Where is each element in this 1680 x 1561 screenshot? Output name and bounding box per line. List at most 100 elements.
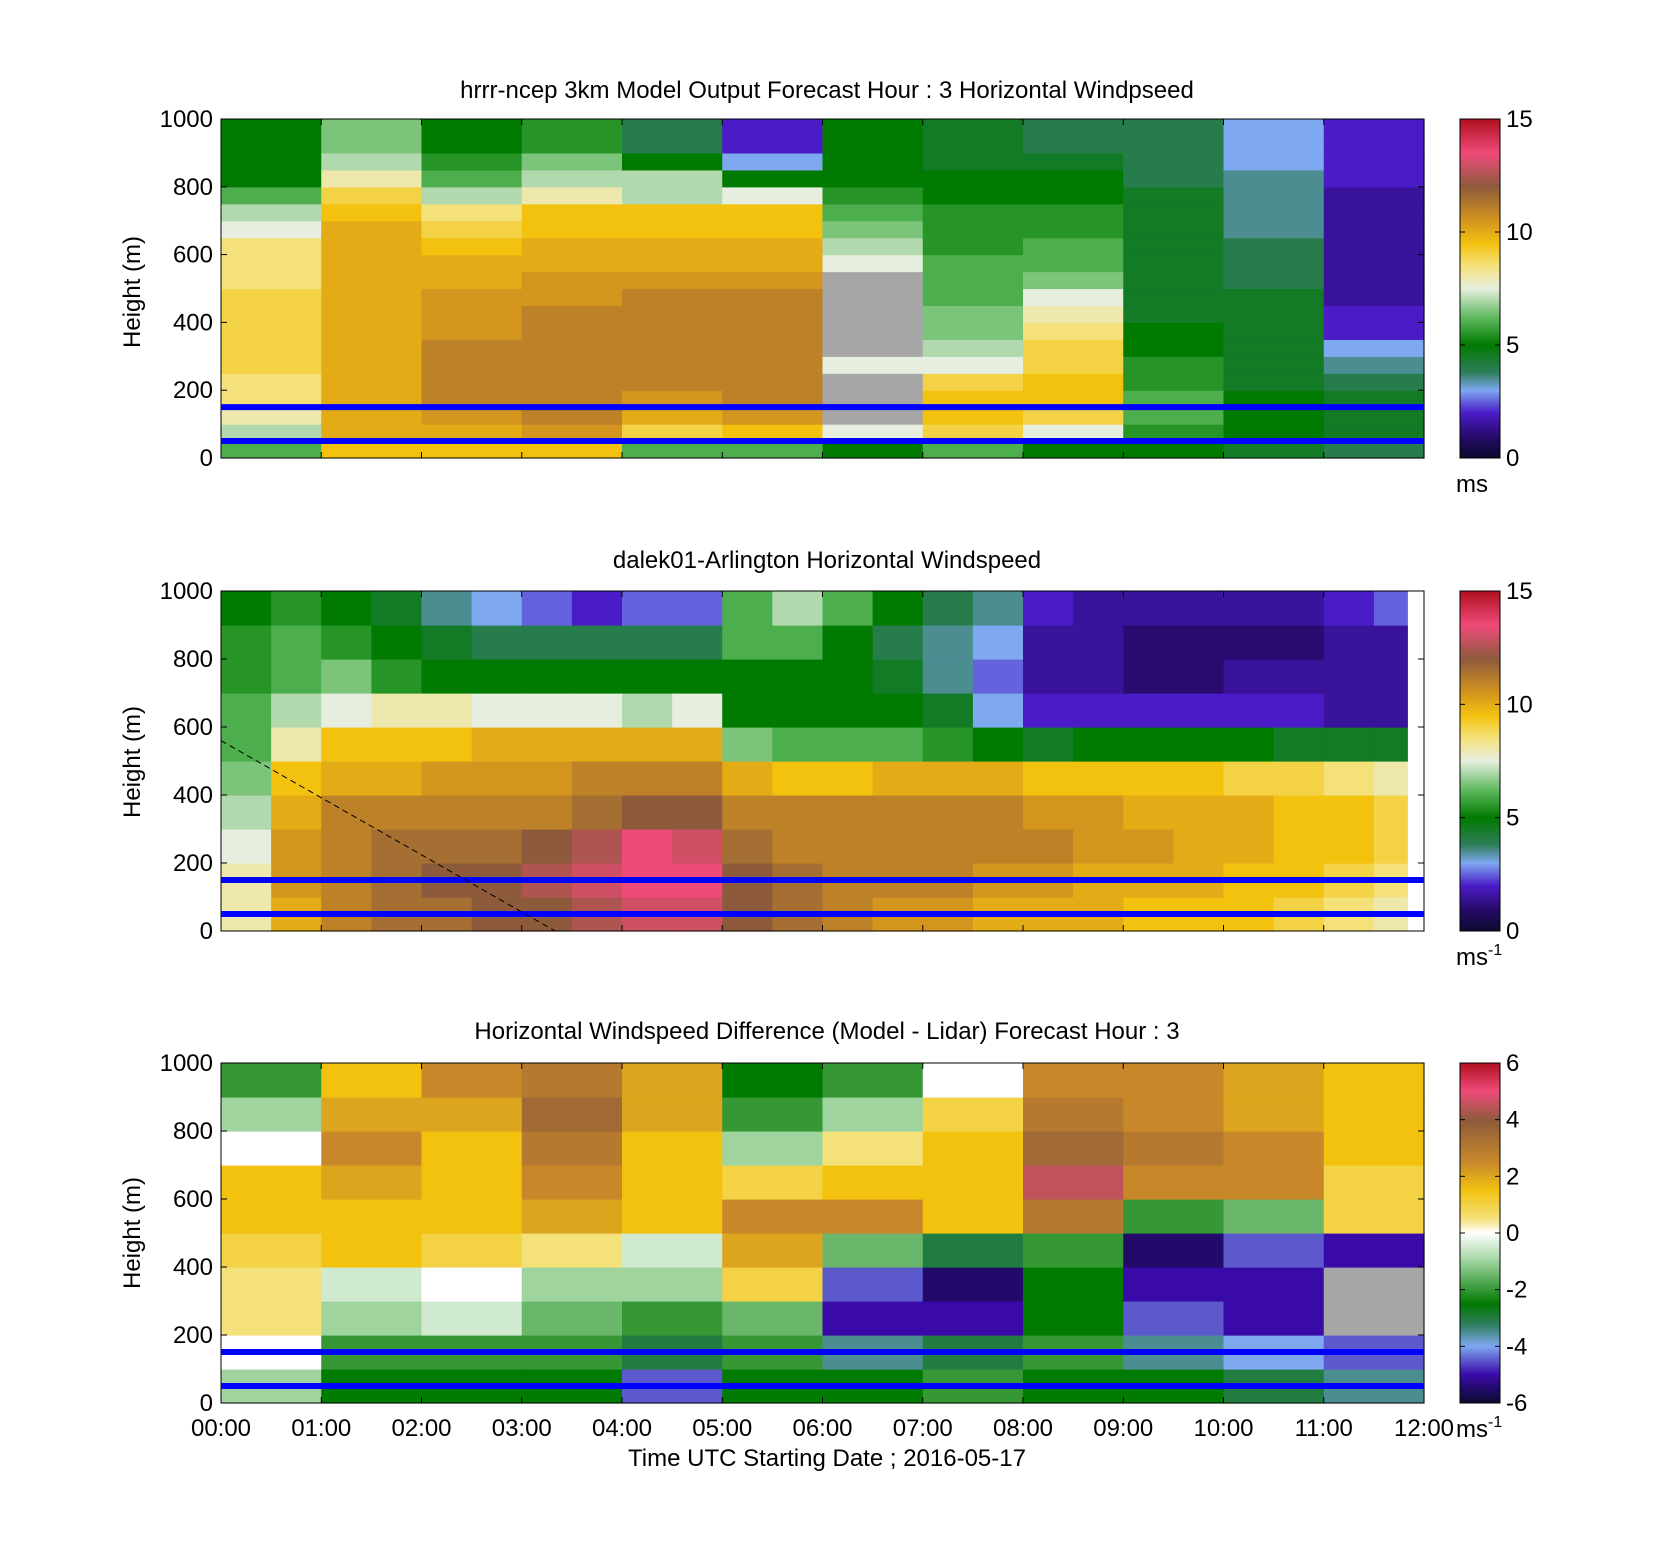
heatmap-cell [922, 1301, 1024, 1336]
heatmap-cell [1323, 795, 1375, 830]
heatmap-cell [421, 237, 523, 256]
panel-model-ytick-600: 600 [173, 242, 213, 269]
heatmap-cell [371, 625, 423, 660]
heatmap-cell [471, 761, 523, 796]
heatmap-cell [421, 373, 523, 391]
heatmap-cell [1323, 237, 1425, 256]
heatmap-cell [521, 1199, 623, 1234]
panel-lidar-cbar-tick-0: 0 [1506, 918, 1519, 945]
heatmap-cell [1323, 659, 1375, 694]
heatmap-cell [521, 373, 623, 391]
heatmap-cell [521, 169, 623, 188]
heatmap-cell [1123, 322, 1225, 340]
heatmap-cell [221, 373, 322, 391]
panel-model-cbar-tick-0: 0 [1506, 445, 1519, 472]
heatmap-cell [922, 220, 1024, 239]
heatmap-cell [1223, 288, 1325, 307]
heatmap-cell [1123, 625, 1174, 660]
panel-lidar-title: dalek01-Arlington Horizontal Windspeed [613, 547, 1041, 574]
heatmap-cell [1323, 322, 1425, 340]
heatmap-cell [271, 659, 322, 694]
heatmap-cell [1123, 220, 1225, 239]
heatmap-cell [1023, 693, 1074, 728]
heatmap-cell [822, 829, 874, 864]
heatmap-cell [571, 761, 623, 796]
heatmap-cell [1273, 625, 1325, 660]
heatmap-cell [521, 322, 623, 340]
heatmap-cell [1123, 1131, 1225, 1166]
panel-model-ylabel: Height (m) [119, 236, 146, 348]
heatmap-cell [972, 659, 1024, 694]
heatmap-cell [421, 186, 523, 205]
heatmap-cell [1023, 339, 1124, 357]
panel-lidar-cbar-tick-10: 10 [1506, 691, 1533, 718]
heatmap-cell [822, 1131, 924, 1166]
heatmap-cell [622, 119, 723, 137]
panel-lidar-ytick-labels: 0 200 400 600 800 1000 [160, 578, 213, 945]
heatmap-cell [1023, 591, 1074, 626]
heatmap-cell [1023, 1301, 1124, 1336]
heatmap-cell [1223, 1301, 1325, 1336]
heatmap-cell [521, 1267, 623, 1302]
heatmap-cell [1073, 659, 1124, 694]
heatmap-cell [922, 441, 1024, 459]
panel-model-ticks [220, 118, 1425, 459]
heatmap-cell [471, 829, 523, 864]
heatmap-cell [221, 1063, 322, 1098]
heatmap-cell [822, 135, 924, 154]
heatmap-cell [1323, 1199, 1425, 1234]
heatmap-cell [221, 322, 322, 340]
heatmap-cell [421, 829, 473, 864]
heatmap-cell [371, 761, 423, 796]
heatmap-cell [822, 1267, 924, 1302]
heatmap-cell [622, 1165, 723, 1200]
heatmap-cell [221, 339, 322, 357]
heatmap-cell [1123, 237, 1225, 256]
heatmap-cell [1123, 1097, 1225, 1132]
panel-model-colorbar-gradient [1459, 118, 1501, 459]
heatmap-cell [1123, 356, 1225, 374]
heatmap-cell [722, 390, 824, 408]
heatmap-cell [822, 625, 874, 660]
heatmap-cell [1373, 693, 1408, 728]
heatmap-cell [722, 1097, 824, 1132]
heatmap-cell [722, 1199, 824, 1234]
heatmap-cell [1123, 659, 1174, 694]
heatmap-cell [922, 373, 1024, 391]
heatmap-cell [421, 761, 473, 796]
heatmap-cell [1223, 305, 1325, 323]
heatmap-cell [922, 322, 1024, 340]
heatmap-cell [221, 1199, 322, 1234]
heatmap-cell [1373, 795, 1408, 830]
heatmap-cell [221, 1131, 322, 1166]
heatmap-cell [521, 119, 623, 137]
panel-model-cbar-tick-10: 10 [1506, 219, 1533, 246]
panel-difference-colorbar-ticks: -6 -4 -2 0 2 4 6 [1460, 1050, 1527, 1417]
heatmap-cell [221, 727, 272, 762]
heatmap-cell [1123, 254, 1225, 273]
heatmap-cell [972, 625, 1024, 660]
heatmap-cell [822, 373, 924, 391]
heatmap-cell [622, 659, 673, 694]
panel-lidar-ytick-1000: 1000 [160, 578, 213, 605]
heatmap-cell [922, 390, 1024, 408]
heatmap-cell [321, 591, 372, 626]
heatmap-cell [622, 1063, 723, 1098]
heatmap-cell [321, 1131, 423, 1166]
panel-difference: Horizontal Windspeed Difference (Model -… [119, 1018, 1527, 1443]
heatmap-cell [321, 119, 423, 137]
heatmap-cell [872, 659, 924, 694]
heatmap-cell [321, 305, 423, 323]
heatmap-cell [622, 693, 673, 728]
heatmap-cell [1223, 271, 1325, 290]
heatmap-cell [321, 152, 423, 171]
heatmap-cell [1173, 829, 1225, 864]
time-tick-0900: 09:00 [1093, 1415, 1153, 1442]
heatmap-cell [972, 829, 1024, 864]
heatmap-cell [822, 693, 874, 728]
heatmap-cell [1023, 220, 1124, 239]
heatmap-cell [922, 1063, 1024, 1098]
panel-lidar-colorbar: 0 5 10 15 ms-1 [1456, 578, 1533, 971]
panel-difference-ytick-400: 400 [173, 1254, 213, 1281]
heatmap-cell [321, 625, 372, 660]
